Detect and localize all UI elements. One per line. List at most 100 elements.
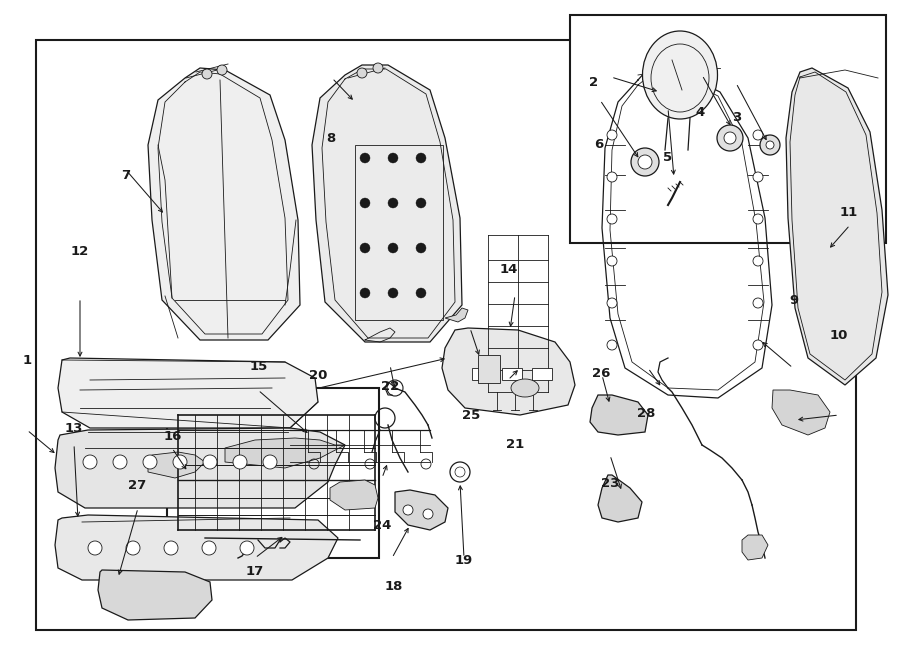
Circle shape [724, 132, 736, 144]
Circle shape [388, 288, 398, 298]
Circle shape [753, 340, 763, 350]
Circle shape [143, 455, 157, 469]
Polygon shape [55, 428, 345, 508]
Circle shape [607, 130, 617, 140]
Circle shape [607, 340, 617, 350]
Circle shape [202, 69, 212, 79]
Circle shape [753, 298, 763, 308]
Polygon shape [445, 308, 468, 322]
Bar [570, 15, 886, 243]
Text: 21: 21 [506, 438, 524, 451]
Text: 14: 14 [500, 263, 518, 276]
Text: 2: 2 [590, 76, 598, 89]
Bar [532, 368, 552, 380]
Circle shape [126, 541, 140, 555]
Text: 10: 10 [830, 329, 848, 342]
Text: 1: 1 [22, 354, 32, 367]
Circle shape [373, 63, 383, 73]
Circle shape [607, 172, 617, 182]
Polygon shape [742, 535, 768, 560]
Text: 15: 15 [249, 360, 267, 373]
Circle shape [202, 541, 216, 555]
Text: 20: 20 [310, 369, 328, 382]
Bar [478, 355, 500, 383]
Text: 27: 27 [128, 479, 146, 492]
Circle shape [360, 288, 370, 298]
Circle shape [360, 153, 370, 163]
Circle shape [607, 256, 617, 266]
Text: 5: 5 [663, 151, 672, 164]
Circle shape [607, 214, 617, 224]
Text: 23: 23 [601, 477, 619, 490]
Circle shape [766, 141, 774, 149]
Text: 3: 3 [732, 111, 741, 124]
Polygon shape [330, 480, 378, 510]
Circle shape [423, 509, 433, 519]
Polygon shape [225, 438, 345, 468]
Text: 7: 7 [122, 169, 130, 182]
Circle shape [233, 455, 247, 469]
Polygon shape [58, 358, 318, 428]
Text: 6: 6 [594, 137, 603, 151]
Text: 8: 8 [327, 132, 336, 145]
Circle shape [753, 256, 763, 266]
Text: 26: 26 [592, 367, 610, 380]
Circle shape [753, 130, 763, 140]
Text: 4: 4 [696, 106, 705, 119]
Text: 12: 12 [70, 245, 88, 258]
Polygon shape [98, 570, 212, 620]
Polygon shape [786, 68, 888, 385]
Circle shape [753, 172, 763, 182]
Polygon shape [312, 65, 462, 342]
Circle shape [83, 455, 97, 469]
Ellipse shape [511, 379, 539, 397]
Circle shape [717, 125, 743, 151]
Circle shape [753, 214, 763, 224]
Text: 19: 19 [454, 554, 472, 567]
Text: 28: 28 [637, 407, 655, 420]
Text: 17: 17 [246, 565, 264, 578]
Ellipse shape [643, 31, 717, 119]
Circle shape [631, 148, 659, 176]
Polygon shape [148, 68, 300, 340]
Text: 13: 13 [65, 422, 83, 435]
Circle shape [217, 65, 227, 75]
Circle shape [607, 298, 617, 308]
Circle shape [113, 455, 127, 469]
Circle shape [416, 243, 426, 253]
Polygon shape [148, 452, 205, 478]
Circle shape [203, 455, 217, 469]
Circle shape [164, 541, 178, 555]
Circle shape [360, 243, 370, 253]
Text: 9: 9 [789, 294, 798, 307]
Polygon shape [598, 475, 642, 522]
Circle shape [360, 198, 370, 208]
Bar [355, 145, 443, 320]
Bar [36, 40, 856, 630]
Polygon shape [590, 395, 648, 435]
Text: 22: 22 [381, 380, 399, 393]
Polygon shape [395, 490, 448, 530]
Circle shape [416, 198, 426, 208]
Circle shape [240, 541, 254, 555]
Circle shape [403, 505, 413, 515]
Text: 24: 24 [374, 519, 392, 532]
Circle shape [88, 541, 102, 555]
Circle shape [416, 153, 426, 163]
Polygon shape [772, 390, 830, 435]
Circle shape [416, 288, 426, 298]
Circle shape [388, 153, 398, 163]
Bar [502, 368, 522, 380]
Polygon shape [55, 515, 338, 580]
Circle shape [760, 135, 780, 155]
Text: 11: 11 [840, 206, 858, 219]
Polygon shape [442, 328, 575, 415]
Bar [167, 388, 379, 558]
Text: 16: 16 [164, 430, 182, 443]
Circle shape [388, 243, 398, 253]
Bar [472, 368, 492, 380]
Circle shape [263, 455, 277, 469]
Circle shape [357, 68, 367, 78]
Text: 18: 18 [384, 580, 402, 594]
Circle shape [173, 455, 187, 469]
